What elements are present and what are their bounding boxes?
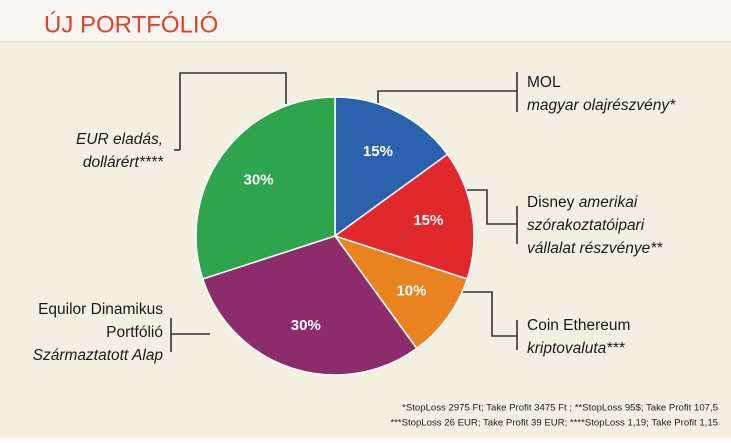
label-run: MOL xyxy=(527,74,561,91)
category-label: kriptovaluta*** xyxy=(527,340,625,357)
footnote: *StopLoss 2975 Ft; Take Profit 3475 Ft ;… xyxy=(402,403,718,414)
connectors xyxy=(170,72,518,352)
connector xyxy=(179,72,287,150)
slice-label: 10% xyxy=(396,283,426,300)
category-label: Equilor Dinamikus xyxy=(38,301,163,318)
pie-slice xyxy=(333,153,475,280)
category-label: dollárért**** xyxy=(83,154,164,171)
connector xyxy=(462,189,517,225)
chart-title: ÚJ PORTFÓLIÓ xyxy=(44,11,218,38)
label-run: Coin Ethereum xyxy=(527,317,630,334)
label-run: Portfólió xyxy=(106,324,163,341)
category-label: Származtatott Alap xyxy=(33,347,164,364)
category-label: vállalat részvénye** xyxy=(527,240,663,257)
category-label: Portfólió xyxy=(106,324,163,341)
label-run: dollárért**** xyxy=(83,154,164,171)
label-run: Disney xyxy=(527,194,579,211)
label-run: magyar olajrészvény* xyxy=(527,97,676,114)
category-label: Coin Ethereum xyxy=(527,317,630,334)
pie-slice xyxy=(333,234,469,350)
pie-slice xyxy=(195,96,336,280)
footnote: ***StopLoss 26 EUR; Take Profit 39 EUR; … xyxy=(390,418,718,429)
slice-label: 15% xyxy=(363,143,393,160)
label-run: Származtatott Alap xyxy=(33,347,164,364)
label-run: Equilor Dinamikus xyxy=(38,301,163,318)
title-band xyxy=(0,0,731,42)
pie-slice xyxy=(201,235,418,376)
label-run: vállalat részvénye** xyxy=(527,240,663,257)
label-run: kriptovaluta*** xyxy=(527,340,625,357)
connector xyxy=(448,291,517,337)
category-label: Disney amerikai xyxy=(527,194,638,211)
slice-label: 30% xyxy=(244,171,274,188)
category-label: MOL xyxy=(527,74,561,91)
pie-slice xyxy=(334,96,449,238)
category-label: magyar olajrészvény* xyxy=(527,97,676,114)
label-run: amerikai xyxy=(579,194,638,211)
slice-label: 15% xyxy=(413,212,443,229)
connector xyxy=(377,90,517,104)
category-label: EUR eladás, xyxy=(76,131,163,148)
label-run: szórakoztatóipari xyxy=(527,217,645,234)
slice-label: 30% xyxy=(291,317,321,334)
label-run: EUR eladás, xyxy=(76,131,163,148)
category-label: szórakoztatóipari xyxy=(527,217,645,234)
